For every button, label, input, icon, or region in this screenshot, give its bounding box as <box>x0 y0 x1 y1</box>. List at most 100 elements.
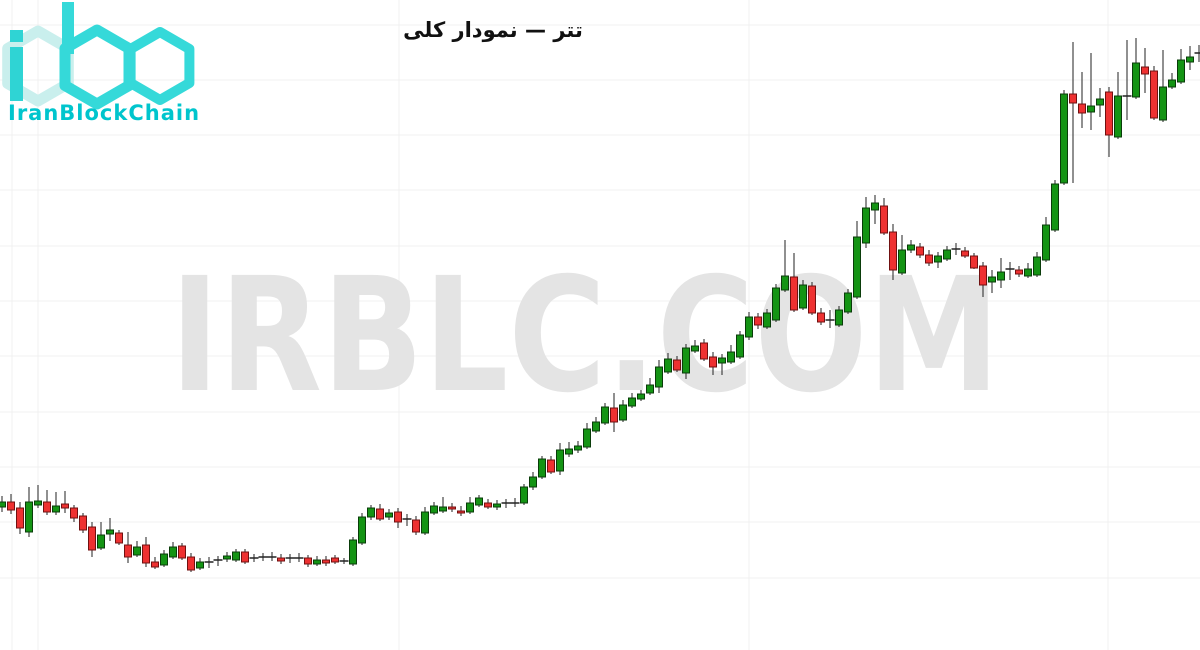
candle <box>790 253 798 312</box>
candle <box>1168 73 1176 89</box>
candle <box>1194 45 1200 62</box>
candle <box>825 310 835 328</box>
candle <box>7 494 15 514</box>
candle <box>970 253 978 269</box>
candle <box>1078 72 1086 128</box>
candle <box>106 518 114 541</box>
candle <box>79 513 87 533</box>
candle <box>1015 266 1023 277</box>
candle <box>691 340 699 353</box>
candle <box>700 339 708 361</box>
candle <box>853 221 861 299</box>
candle <box>115 530 123 545</box>
candle <box>907 240 915 253</box>
logo-i-dot <box>10 30 23 42</box>
candle <box>232 549 240 562</box>
candle <box>448 503 456 512</box>
candle <box>1042 217 1050 262</box>
candle <box>475 495 483 507</box>
candle <box>430 502 438 515</box>
candle <box>1060 90 1068 185</box>
candle <box>241 549 249 564</box>
candle <box>736 331 744 359</box>
iranblockchain-logo-icon <box>2 2 195 110</box>
candle <box>331 555 339 564</box>
candle <box>213 556 223 566</box>
candle <box>421 507 429 535</box>
candle <box>637 390 645 401</box>
candle <box>385 509 393 520</box>
candle <box>997 258 1005 288</box>
candle <box>169 542 177 559</box>
candle <box>501 499 511 508</box>
candle <box>1186 46 1194 70</box>
candle <box>367 505 375 520</box>
logo-i-stem <box>10 47 23 101</box>
candle <box>313 556 321 566</box>
candle <box>547 456 555 474</box>
candle <box>1096 88 1104 117</box>
candle <box>133 541 141 557</box>
candle <box>34 485 42 508</box>
candle <box>160 550 168 567</box>
candle <box>988 270 996 293</box>
logo-block: IranBlockChain <box>0 0 210 135</box>
candle <box>187 553 195 572</box>
candle <box>493 500 501 510</box>
watermark: IRBLC.COM <box>170 244 1000 428</box>
candle <box>934 252 942 268</box>
candle <box>673 356 681 372</box>
candle <box>97 522 105 550</box>
candle <box>565 442 573 457</box>
candle <box>439 497 447 513</box>
candle <box>304 555 312 567</box>
candle <box>646 378 654 395</box>
chart-title: تتر — نمودار کلی <box>403 18 583 42</box>
candle <box>709 352 717 375</box>
candle <box>925 250 933 266</box>
candle <box>898 235 906 275</box>
candle <box>1122 40 1132 120</box>
candle <box>277 554 285 564</box>
candle <box>25 487 33 537</box>
candle <box>520 484 528 505</box>
candle <box>951 243 961 255</box>
candle <box>538 456 546 479</box>
candle <box>1105 87 1113 157</box>
candle <box>223 552 231 562</box>
candle <box>1150 66 1158 120</box>
candle <box>871 195 879 224</box>
candle <box>70 505 78 522</box>
candle <box>979 262 987 297</box>
candles <box>0 38 1200 572</box>
candle <box>619 400 627 422</box>
candle <box>349 537 357 566</box>
candle <box>484 499 492 509</box>
candle <box>1177 49 1185 84</box>
candle <box>799 280 807 310</box>
candle <box>124 532 132 563</box>
candle <box>664 353 672 374</box>
candle <box>844 289 852 314</box>
candle <box>267 552 277 561</box>
candle <box>1005 262 1015 280</box>
candle <box>376 504 384 521</box>
candle <box>682 344 690 379</box>
candle <box>294 553 304 562</box>
candle <box>1024 263 1032 278</box>
candle <box>43 490 51 515</box>
candle <box>610 393 618 432</box>
candle <box>142 537 150 567</box>
candle <box>196 558 204 570</box>
candle <box>718 354 726 375</box>
candle <box>0 496 6 512</box>
candle <box>285 554 295 563</box>
candle <box>727 345 735 364</box>
candle <box>592 417 600 433</box>
candle <box>583 423 591 449</box>
candle <box>772 284 780 322</box>
candle <box>1033 252 1041 277</box>
candle <box>1051 180 1059 232</box>
